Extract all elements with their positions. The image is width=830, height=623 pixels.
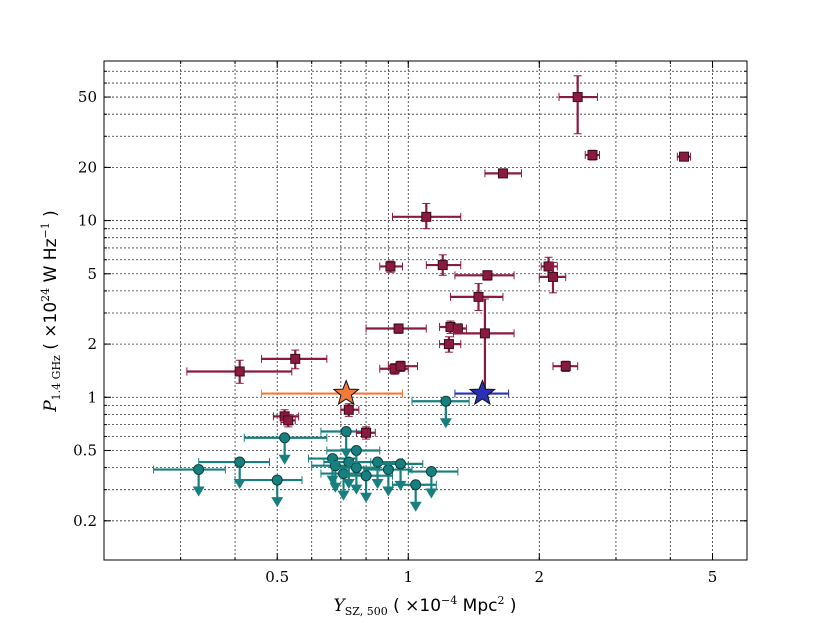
data-point-circle (440, 395, 452, 407)
series-orange-star (260, 379, 404, 406)
upper-limit-arrow-head (342, 479, 355, 490)
x-axis-close: ) (504, 596, 516, 616)
data-point-circle (410, 479, 422, 491)
data-point-square (361, 427, 372, 438)
y-axis-close: ) (41, 210, 61, 222)
x-axis-variable: Y (333, 596, 346, 616)
y-axis-subscript: 1.4 GHz (50, 355, 63, 400)
x-axis-unit-exponent: 2 (497, 594, 504, 607)
y-tick-label: 0.2 (73, 512, 97, 530)
data-point-square (543, 261, 554, 272)
upper-limit-arrow-head (382, 486, 395, 497)
series-upper-limits (153, 395, 470, 512)
data-point-square (679, 151, 690, 162)
data-point-circle (340, 426, 352, 438)
data-point-square (343, 404, 354, 415)
data-point-circle (271, 474, 283, 486)
data-point-star (468, 379, 497, 406)
tick-labels: 0.5 1 2 5 0.2 0.5 1 2 5 10 20 50 (73, 88, 717, 586)
data-point-square (421, 211, 432, 222)
series-detections (186, 75, 692, 440)
data-point-circle (360, 470, 372, 482)
data-point-square (479, 328, 490, 339)
upper-limit-arrow-head (278, 454, 291, 465)
data-point-square (290, 353, 301, 364)
upper-limit-arrow-head (350, 484, 363, 495)
x-axis-unit: Mpc (457, 596, 497, 616)
y-tick-label: 1 (87, 388, 97, 406)
y-axis-variable: P (41, 400, 61, 413)
upper-limit-arrow-head (425, 488, 438, 499)
y-tick-label: 5 (87, 265, 97, 283)
series-blue-star (454, 379, 510, 406)
x-axis-label: YSZ, 500 ( ×10−4 Mpc2 ) (333, 594, 516, 618)
data-point-circle (350, 462, 362, 474)
y-axis-unit-exponent: −1 (39, 222, 52, 238)
x-axis-subscript: SZ, 500 (345, 605, 388, 618)
upper-limit-arrow-head (360, 492, 373, 503)
data-point-square (587, 150, 598, 161)
data-point-square (473, 291, 484, 302)
data-point-square (393, 323, 404, 334)
data-point-circle (350, 444, 362, 456)
y-axis-label: P1.4 GHz ( ×1024 W Hz−1 ) (39, 210, 63, 413)
data-point-circle (382, 464, 394, 476)
y-tick-label: 0.5 (73, 441, 97, 459)
upper-limit-arrow-head (329, 482, 342, 493)
y-axis-open: ( ×10 (41, 302, 61, 355)
data-point-square (452, 323, 463, 334)
upper-limit-arrow-head (271, 497, 284, 508)
y-axis-exponent: 24 (39, 288, 52, 302)
y-axis-unit: W Hz (41, 238, 61, 287)
data-point-square (385, 261, 396, 272)
upper-limit-arrow-head (192, 486, 205, 497)
x-axis-exponent: −4 (441, 594, 457, 607)
data-point-square (395, 361, 406, 372)
data-point-circle (279, 432, 291, 444)
data-point-circle (395, 458, 407, 470)
upper-limit-arrow-head (233, 479, 246, 490)
x-tick-label: 0.5 (265, 568, 289, 586)
data-point-circle (234, 456, 246, 468)
data-point-circle (372, 456, 384, 468)
data-point-square (283, 415, 294, 426)
data-point-star (332, 379, 360, 406)
y-tick-label: 50 (78, 88, 97, 106)
data-point-square (234, 366, 245, 377)
upper-limit-arrow-head (409, 501, 422, 512)
data-point-square (437, 260, 448, 271)
data-marks (153, 75, 692, 512)
data-point-circle (338, 468, 350, 480)
data-point-square (482, 270, 493, 281)
y-tick-label: 2 (87, 335, 97, 353)
plot-frame (103, 60, 748, 561)
x-axis-open: ( ×10 (388, 596, 441, 616)
x-tick-label: 2 (535, 568, 545, 586)
upper-limit-arrow-head (337, 490, 350, 501)
data-point-square (547, 271, 558, 282)
x-tick-label: 1 (403, 568, 413, 586)
upper-limit-arrow-head (439, 418, 452, 429)
upper-limit-arrow-head (371, 479, 384, 490)
x-tick-label: 5 (708, 568, 718, 586)
data-point-square (443, 339, 454, 350)
data-point-square (497, 168, 508, 179)
data-point-circle (425, 466, 437, 478)
y-tick-label: 20 (78, 158, 97, 176)
upper-limit-arrow-head (394, 480, 407, 491)
y-tick-label: 10 (78, 212, 97, 230)
data-point-square (560, 361, 571, 372)
data-point-square (572, 92, 583, 103)
